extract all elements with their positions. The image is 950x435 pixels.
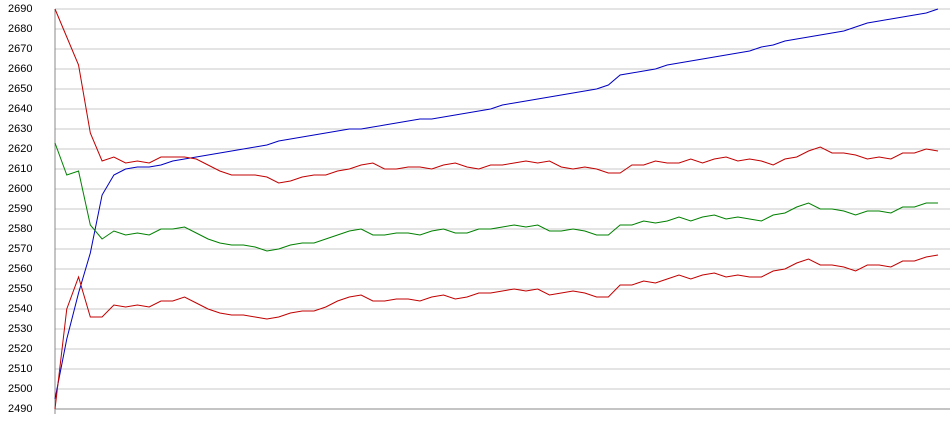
y-tick-label: 2510 — [8, 363, 32, 375]
y-tick-label: 2630 — [8, 123, 32, 135]
line-series — [54, 8, 939, 184]
y-tick-label: 2670 — [8, 43, 32, 55]
y-tick-label: 2640 — [8, 103, 32, 115]
y-tick-label: 2500 — [8, 383, 32, 395]
line-series — [54, 8, 939, 400]
y-tick-label: 2690 — [8, 3, 32, 15]
y-tick-label: 2580 — [8, 223, 32, 235]
y-tick-label: 2590 — [8, 203, 32, 215]
y-tick-label: 2560 — [8, 263, 32, 275]
y-tick-label: 2650 — [8, 83, 32, 95]
y-tick-label: 2540 — [8, 303, 32, 315]
y-tick-label: 2520 — [8, 343, 32, 355]
y-tick-label: 2610 — [8, 163, 32, 175]
y-tick-label: 2680 — [8, 23, 32, 35]
line-series — [54, 142, 938, 252]
y-tick-label: 2550 — [8, 283, 32, 295]
y-tick-label: 2490 — [8, 403, 32, 415]
y-tick-label: 2600 — [8, 183, 32, 195]
y-tick-label: 2570 — [8, 243, 32, 255]
y-tick-label: 2660 — [8, 63, 32, 75]
y-tick-label: 2620 — [8, 143, 32, 155]
line-series — [54, 254, 939, 410]
y-tick-label: 2530 — [8, 323, 32, 335]
